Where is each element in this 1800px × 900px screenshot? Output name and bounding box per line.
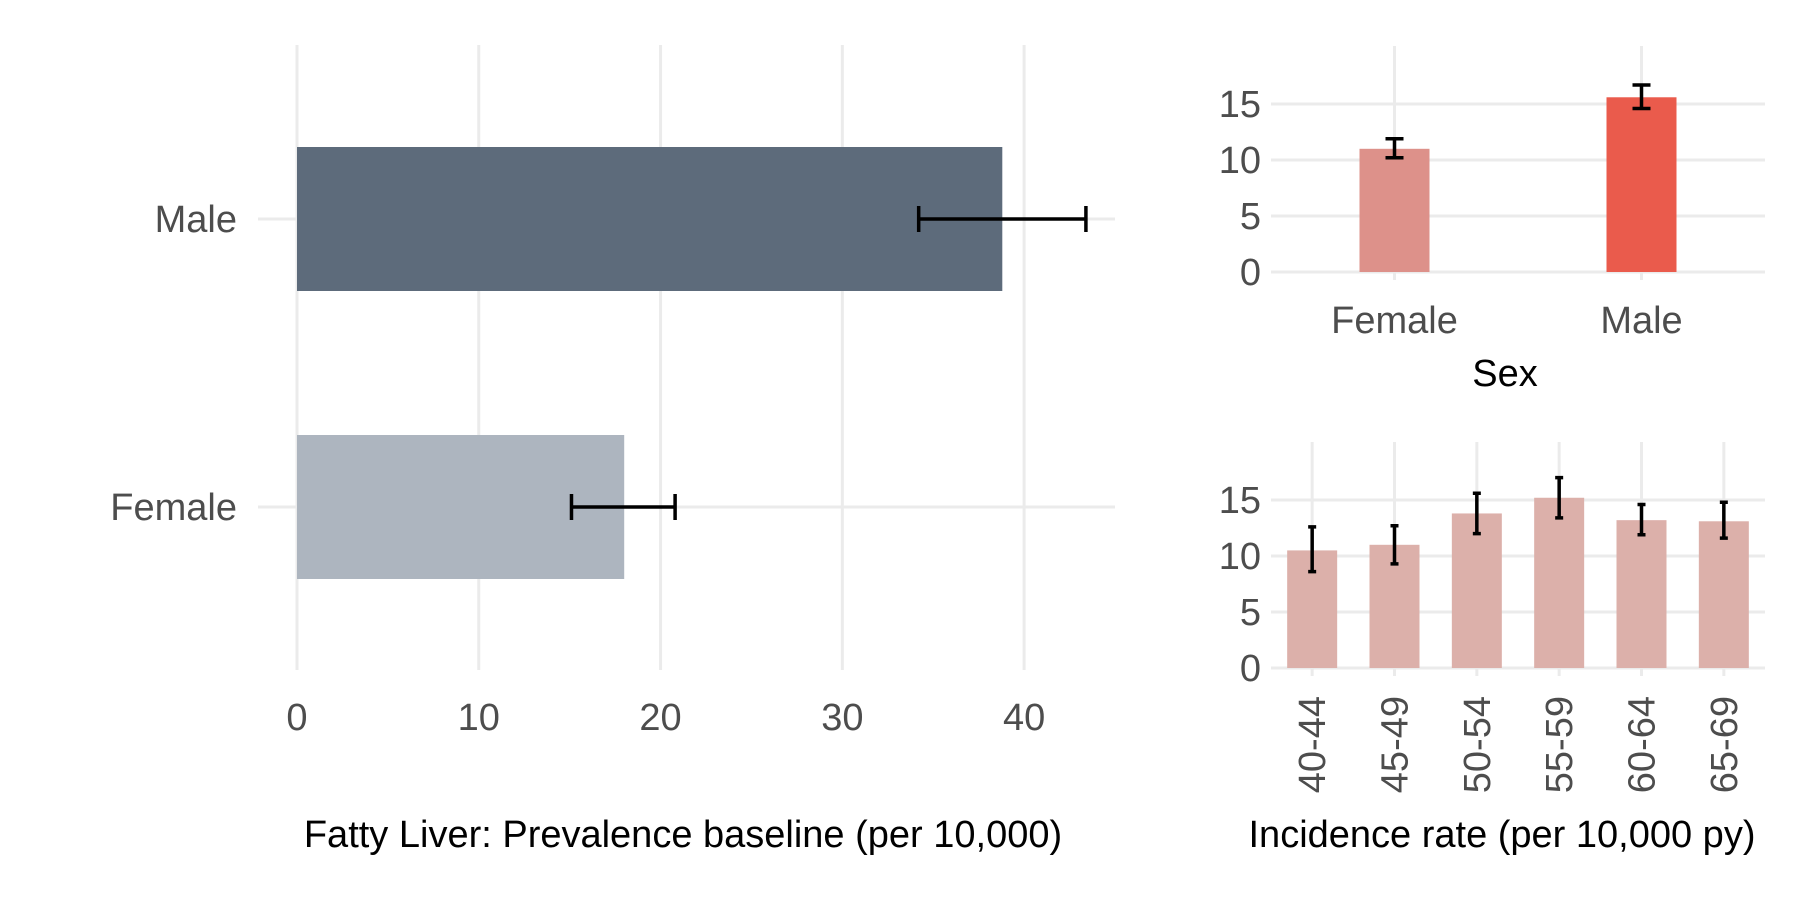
y-tick-label-15: 15 — [1219, 84, 1261, 126]
error-bar-50-54 — [1472, 491, 1481, 536]
y-tick-label-0: 0 — [1240, 648, 1261, 690]
age-error-bars — [1308, 475, 1728, 574]
bar-male — [1606, 97, 1677, 272]
category-label-female: Female — [1331, 300, 1458, 342]
sex-incidence-panel: 0 5 10 15 Female Male Sex — [1219, 46, 1765, 395]
x-tick-label-40: 40 — [1003, 697, 1045, 739]
sex-x-axis-title: Sex — [1472, 353, 1537, 395]
age-x-axis-title: Incidence rate (per 10,000 py) — [1249, 814, 1756, 856]
error-bar-45-49 — [1390, 524, 1399, 566]
age-gridlines — [1271, 442, 1765, 676]
error-bar-female — [1385, 136, 1404, 160]
y-tick-label-10: 10 — [1219, 140, 1261, 182]
error-bar-40-44 — [1308, 525, 1317, 574]
bar-65-69 — [1698, 521, 1749, 668]
category-label-male: Male — [1600, 300, 1682, 342]
prevalence-x-tick-labels: 0 10 20 30 40 — [286, 697, 1045, 739]
bar-60-64 — [1616, 520, 1667, 668]
error-bar-55-59 — [1555, 475, 1564, 520]
sex-y-tick-labels: 0 5 10 15 — [1219, 84, 1261, 294]
sex-category-labels: Female Male — [1331, 300, 1683, 342]
error-bar-male — [916, 206, 1088, 232]
sex-gridlines — [1271, 46, 1765, 280]
category-label-50-54: 50-54 — [1457, 696, 1499, 793]
category-label-60-64: 60-64 — [1622, 696, 1664, 793]
category-label-55-59: 55-59 — [1539, 696, 1581, 793]
bar-female — [1359, 148, 1430, 272]
age-category-labels: 40-44 45-49 50-54 55-59 60-64 65-69 — [1292, 696, 1746, 793]
sex-bars — [1359, 97, 1677, 272]
y-tick-label-0: 0 — [1240, 252, 1261, 294]
category-label-65-69: 65-69 — [1704, 696, 1746, 793]
bar-male — [297, 147, 1003, 291]
bar-female — [297, 435, 625, 579]
category-label-male: Male — [155, 199, 237, 241]
age-y-tick-labels: 0 5 10 15 — [1219, 480, 1261, 690]
category-label-female: Female — [110, 487, 237, 529]
bar-55-59 — [1534, 497, 1585, 668]
prevalence-category-labels: Male Female — [110, 199, 237, 529]
x-tick-label-20: 20 — [639, 697, 681, 739]
category-label-45-49: 45-49 — [1375, 696, 1417, 793]
bar-50-54 — [1451, 513, 1502, 668]
x-tick-label-0: 0 — [286, 697, 307, 739]
sex-error-bars — [1385, 83, 1651, 160]
x-tick-label-10: 10 — [458, 697, 500, 739]
prevalence-bars — [297, 147, 1003, 579]
y-tick-label-10: 10 — [1219, 536, 1261, 578]
age-incidence-panel: 0 5 10 15 40-44 45-49 50-54 55-59 60-64 65-69 In… — [1219, 442, 1765, 856]
error-bar-65-69 — [1719, 500, 1728, 540]
error-bar-male — [1632, 83, 1651, 111]
x-tick-label-30: 30 — [821, 697, 863, 739]
error-bar-female — [569, 494, 677, 520]
y-tick-label-5: 5 — [1240, 196, 1261, 238]
y-tick-label-15: 15 — [1219, 480, 1261, 522]
y-tick-label-5: 5 — [1240, 592, 1261, 634]
age-bars — [1287, 497, 1749, 668]
prevalence-x-axis-title: Fatty Liver: Prevalence baseline (per 10… — [304, 814, 1062, 856]
error-bar-60-64 — [1637, 502, 1646, 537]
prevalence-error-bars — [569, 206, 1088, 520]
category-label-40-44: 40-44 — [1292, 696, 1334, 793]
prevalence-panel: Male Female 0 10 20 30 40 Fatty Liver: Preval… — [110, 45, 1115, 856]
